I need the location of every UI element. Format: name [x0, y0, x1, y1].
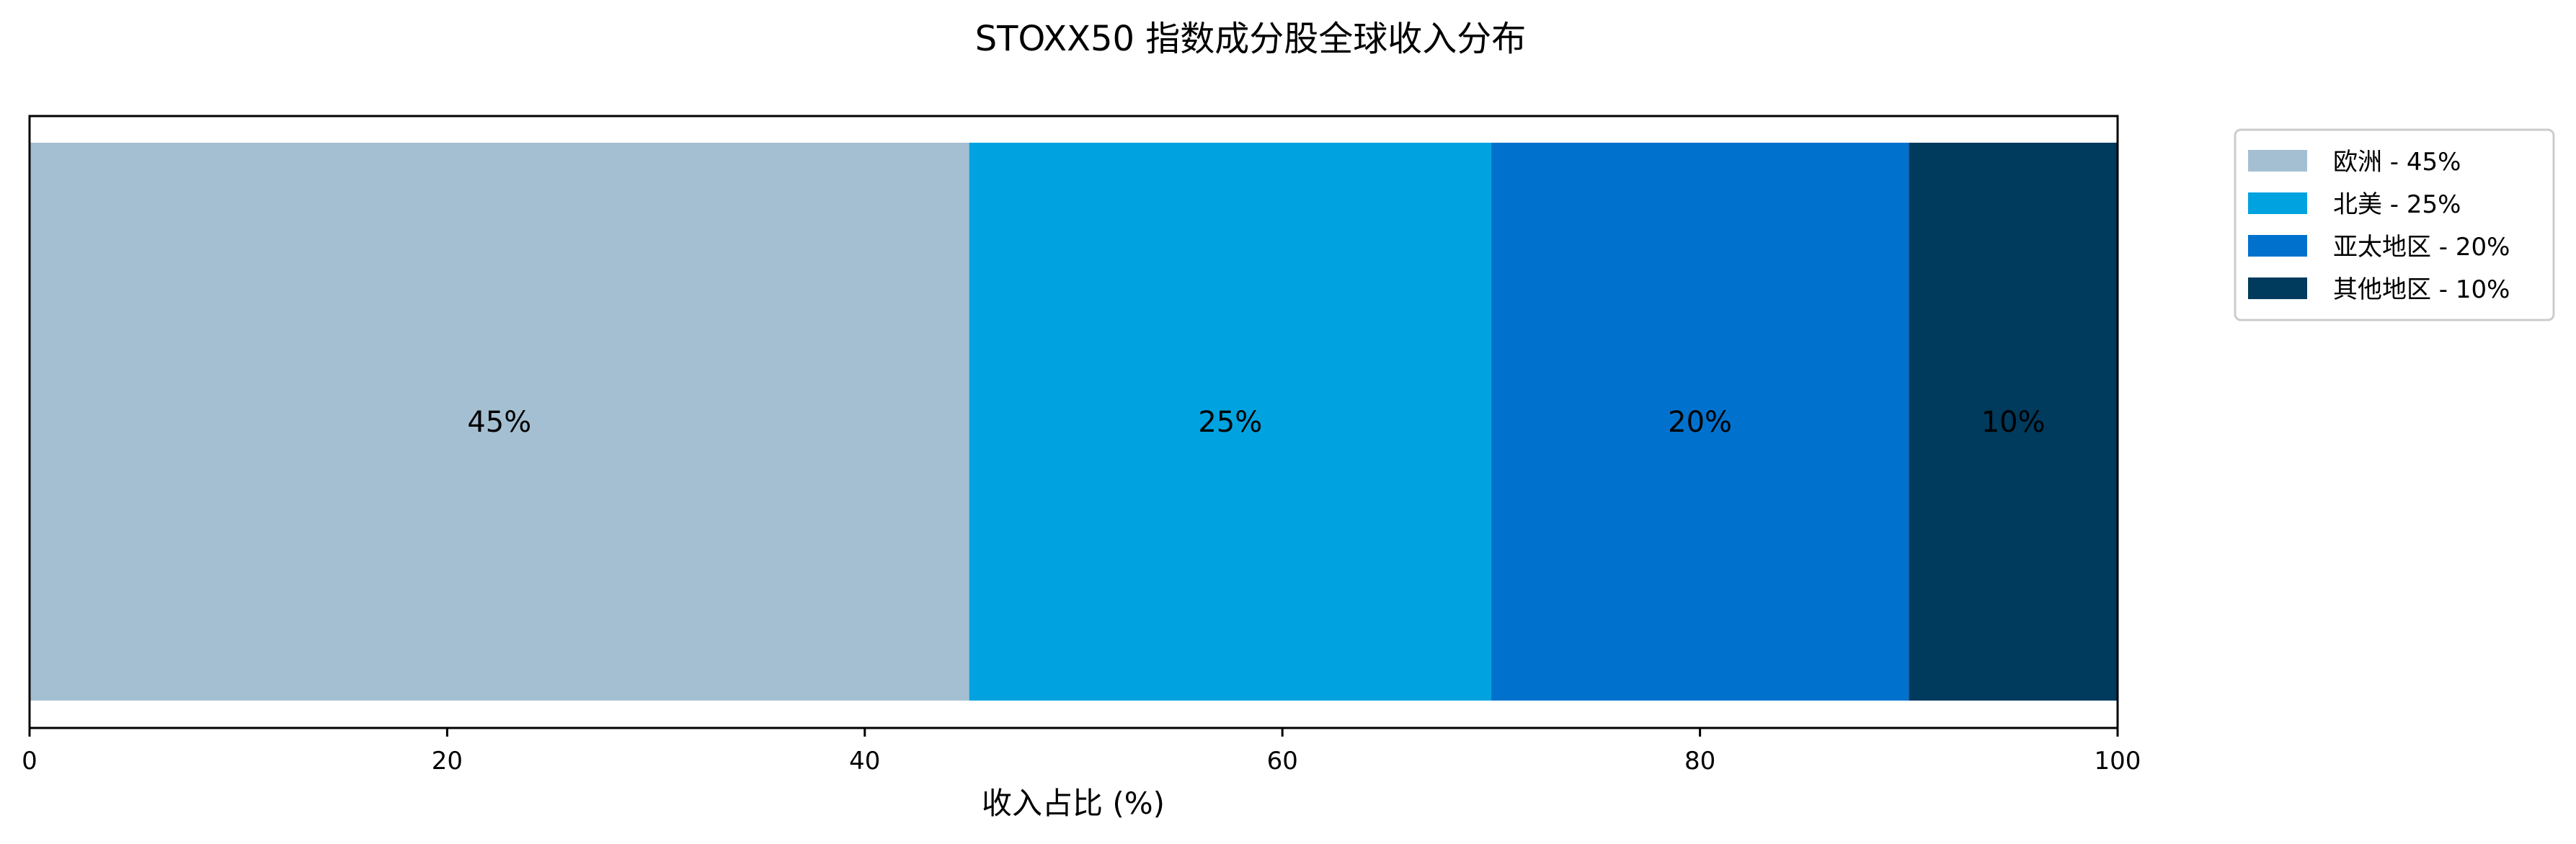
- legend-swatch-2: [2248, 235, 2307, 257]
- bar-label-1: 25%: [1198, 406, 1262, 439]
- legend-label-3: 其他地区 - 10%: [2333, 275, 2510, 304]
- x-axis-label: 收入占比 (%): [982, 786, 1165, 821]
- bar-segment-2: [1491, 143, 1909, 701]
- x-tick-label-5: 100: [2095, 747, 2141, 776]
- legend-swatch-3: [2248, 277, 2307, 299]
- bar-segment-0: [30, 143, 969, 701]
- chart-title: STOXX50 指数成分股全球收入分布: [975, 19, 1527, 59]
- bar-label-3: 10%: [1981, 406, 2046, 439]
- legend-swatch-1: [2248, 192, 2307, 214]
- x-tick-label-2: 40: [849, 747, 880, 776]
- legend-label-1: 北美 - 25%: [2333, 190, 2461, 219]
- x-tick-label-3: 60: [1267, 747, 1298, 776]
- legend-label-0: 欧洲 - 45%: [2333, 148, 2461, 177]
- legend-frame: [2234, 128, 2555, 321]
- bar-segment-1: [969, 143, 1491, 701]
- x-tick-label-0: 0: [22, 747, 37, 776]
- legend-label-2: 亚太地区 - 20%: [2333, 233, 2510, 262]
- bar-segment-3: [1909, 143, 2118, 701]
- x-tick-label-4: 80: [1684, 747, 1715, 776]
- legend-swatch-0: [2248, 150, 2307, 172]
- bar-label-0: 45%: [467, 406, 531, 439]
- bar-label-2: 20%: [1668, 406, 1732, 439]
- bars-layer: [30, 143, 2118, 701]
- x-axis: 0 20 40 60 80 100: [22, 728, 2141, 776]
- x-tick-label-1: 20: [432, 747, 463, 776]
- plot-frame: [28, 115, 2119, 729]
- legend: 欧洲 - 45% 北美 - 25% 亚太地区 - 20% 其他地区 - 10%: [2234, 128, 2555, 321]
- bar-labels-layer: 45% 25% 20% 10%: [467, 406, 2045, 439]
